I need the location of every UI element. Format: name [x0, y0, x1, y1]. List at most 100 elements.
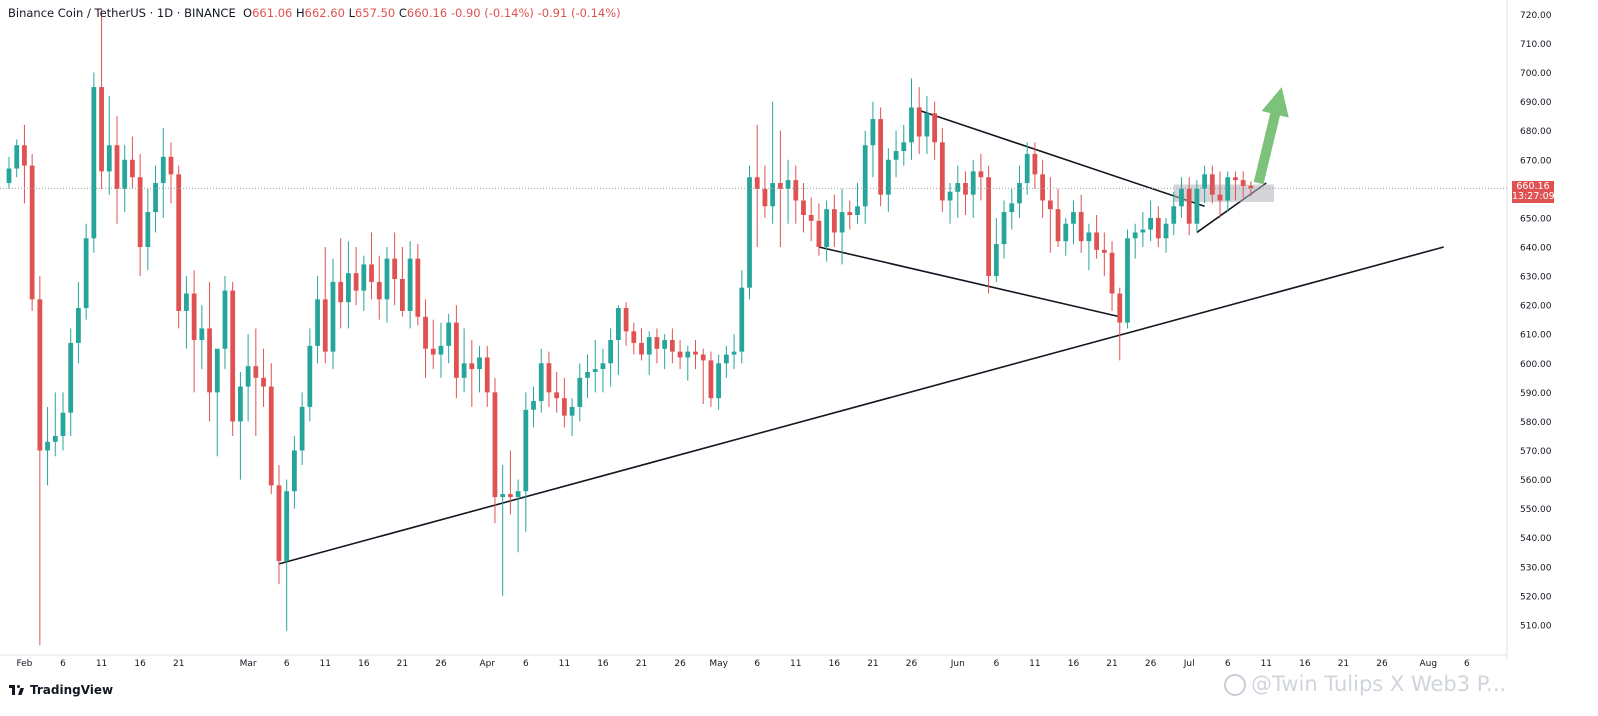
candle-body [230, 290, 236, 422]
candle-body [801, 200, 806, 216]
candle-body [361, 264, 367, 291]
candle-body [623, 308, 629, 332]
x-tick-label: 26 [435, 659, 447, 669]
y-tick-label: 520.00 [1520, 592, 1552, 602]
x-tick-label: 11 [1261, 659, 1272, 669]
candle-body [885, 159, 891, 195]
trendline-long-support [278, 246, 1444, 565]
y-tick-label: 690.00 [1520, 98, 1552, 108]
y-tick-label: 580.00 [1520, 418, 1552, 428]
y-tick-label: 590.00 [1520, 389, 1552, 399]
candle-body [353, 273, 359, 291]
candle-body [1155, 217, 1161, 239]
y-tick-label: 510.00 [1520, 621, 1552, 631]
candle-body [191, 293, 197, 341]
candle-body [184, 293, 189, 311]
candle-body [669, 340, 675, 352]
tradingview-mark-icon [9, 685, 25, 695]
candle-body [253, 366, 259, 378]
candle-body [106, 145, 112, 172]
x-tick-label: 6 [60, 659, 66, 669]
candle-body [762, 188, 768, 207]
x-tick-label: 21 [636, 659, 647, 669]
candle-body [677, 351, 683, 358]
candle-body [615, 308, 621, 341]
change-value-2: -0.91 (-0.14%) [537, 6, 621, 20]
symbol-name[interactable]: Binance Coin / TetherUS · 1D · BINANCE [8, 6, 236, 20]
candle-body [723, 354, 729, 364]
candle-body [484, 357, 490, 393]
change-value: -0.90 (-0.14%) [450, 6, 534, 20]
candle-body [261, 377, 266, 387]
x-tick-label: 16 [1299, 659, 1311, 669]
candle-body [808, 215, 814, 221]
candle-body [1071, 212, 1076, 224]
candle-body [29, 165, 35, 300]
candle-body [346, 273, 351, 303]
y-tick-label: 650.00 [1520, 214, 1552, 224]
candle-body [754, 177, 760, 189]
candle-body [245, 366, 251, 387]
x-tick-label: 11 [790, 659, 801, 669]
x-tick-label: 11 [96, 659, 107, 669]
tradingview-logo[interactable]: TradingView [9, 683, 113, 697]
candle-body [91, 87, 97, 239]
candle-body [22, 145, 27, 166]
candle-body [831, 209, 837, 233]
candle-body [130, 159, 135, 178]
candle-body [1032, 153, 1038, 175]
candle-body [986, 177, 992, 277]
candle-body [777, 183, 783, 189]
y-tick-label: 710.00 [1520, 40, 1552, 50]
candle-body [1209, 174, 1215, 195]
candle-body [770, 183, 776, 207]
watermark-text: @Twin Tulips X Web3 P... [1251, 672, 1507, 696]
x-tick-label: Aug [1420, 659, 1438, 669]
candle-body [1194, 188, 1200, 224]
x-tick-label: Apr [479, 659, 495, 669]
y-tick-label: 720.00 [1520, 11, 1552, 21]
candle-body [693, 351, 698, 355]
candle-body [76, 308, 81, 343]
candle-body [839, 212, 845, 233]
candle-body [469, 363, 475, 370]
close-label: C [398, 6, 407, 20]
last-price-tag: 660.16 13:27:09 [1512, 181, 1555, 204]
candle-body [222, 290, 228, 349]
candle-body [716, 363, 722, 399]
high-value: 662.60 [304, 6, 345, 20]
low-value: 657.50 [354, 6, 396, 20]
candle-body [284, 491, 290, 561]
candle-body [1248, 185, 1254, 189]
candle-body [816, 220, 822, 247]
candle-body [824, 209, 830, 247]
y-tick-label: 680.00 [1520, 127, 1552, 137]
candle-body [993, 244, 999, 277]
candle-body [83, 238, 89, 309]
candle-body [45, 441, 50, 451]
candle-body [68, 342, 74, 413]
candle-body [376, 281, 382, 300]
x-tick-label: 21 [867, 659, 878, 669]
x-tick-label: May [709, 659, 728, 669]
candle-body [1163, 223, 1169, 239]
candle-body [870, 119, 876, 146]
candle-body [492, 392, 498, 498]
candle-body [330, 281, 336, 352]
low-label: L [348, 6, 355, 20]
x-tick-label: 21 [1338, 659, 1349, 669]
candle-body [423, 316, 428, 349]
candle-body [631, 331, 637, 343]
candle-body [1009, 203, 1015, 213]
candle-body [153, 183, 158, 213]
candle-body [1078, 212, 1084, 242]
candle-body [862, 145, 868, 207]
candle-body [939, 142, 945, 201]
candle-body [207, 328, 212, 393]
close-value: 660.16 [406, 6, 448, 20]
candle-body [639, 342, 644, 355]
y-tick-label: 700.00 [1520, 69, 1552, 79]
candle-body [932, 113, 938, 143]
candle-body [461, 363, 467, 378]
